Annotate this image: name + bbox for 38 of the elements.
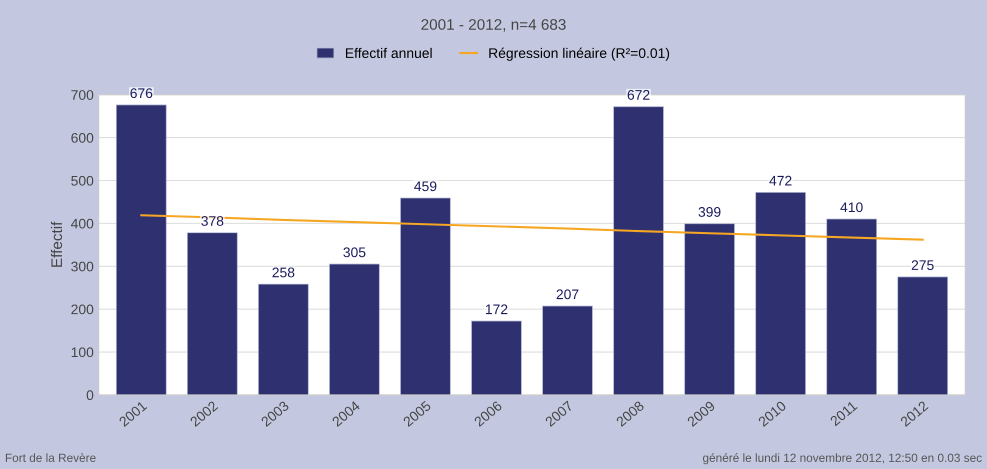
bar (755, 192, 806, 395)
bar (116, 104, 167, 395)
data-label: 399 (698, 207, 720, 217)
data-label: 378 (201, 216, 224, 226)
bar (187, 232, 238, 395)
data-label: 676 (130, 88, 152, 98)
y-tick-label: 0 (86, 390, 94, 400)
data-label: 258 (272, 268, 294, 278)
data-label: 172 (486, 304, 508, 314)
bar (897, 276, 948, 395)
bar (258, 284, 309, 395)
text: Fort de la Revère (6, 453, 96, 462)
data-label: 275 (912, 260, 934, 270)
legend-label: Effectif annuel (346, 48, 432, 58)
y-tick-label: 100 (72, 347, 94, 358)
data-label: 207 (556, 289, 578, 300)
data-label: 672 (628, 90, 650, 100)
bar (329, 264, 380, 395)
bar (400, 198, 451, 395)
bar (684, 223, 735, 395)
legend-label: Régression linéaire (R²=0.01) (489, 48, 670, 61)
y-tick-label: 500 (71, 176, 94, 186)
y-tick-label: 700 (71, 90, 94, 100)
bar (613, 106, 664, 395)
chart-title: 2001 - 2012, n=4 683 (421, 19, 566, 32)
data-label: 410 (840, 202, 863, 212)
data-label: 305 (343, 247, 366, 258)
y-tick-label: 400 (70, 218, 94, 229)
y-axis-title: Effectif (50, 222, 62, 267)
bar (471, 320, 522, 395)
data-label: 472 (769, 176, 792, 186)
y-tick-label: 300 (71, 262, 94, 272)
data-label: 459 (414, 181, 436, 192)
y-tick-label: 200 (71, 304, 94, 314)
text: généré le lundi 12 novembre 2012, 12:50 en 0.03 sec (702, 453, 982, 464)
bar (542, 306, 593, 395)
y-tick-label: 600 (71, 132, 94, 143)
bar (826, 218, 877, 395)
